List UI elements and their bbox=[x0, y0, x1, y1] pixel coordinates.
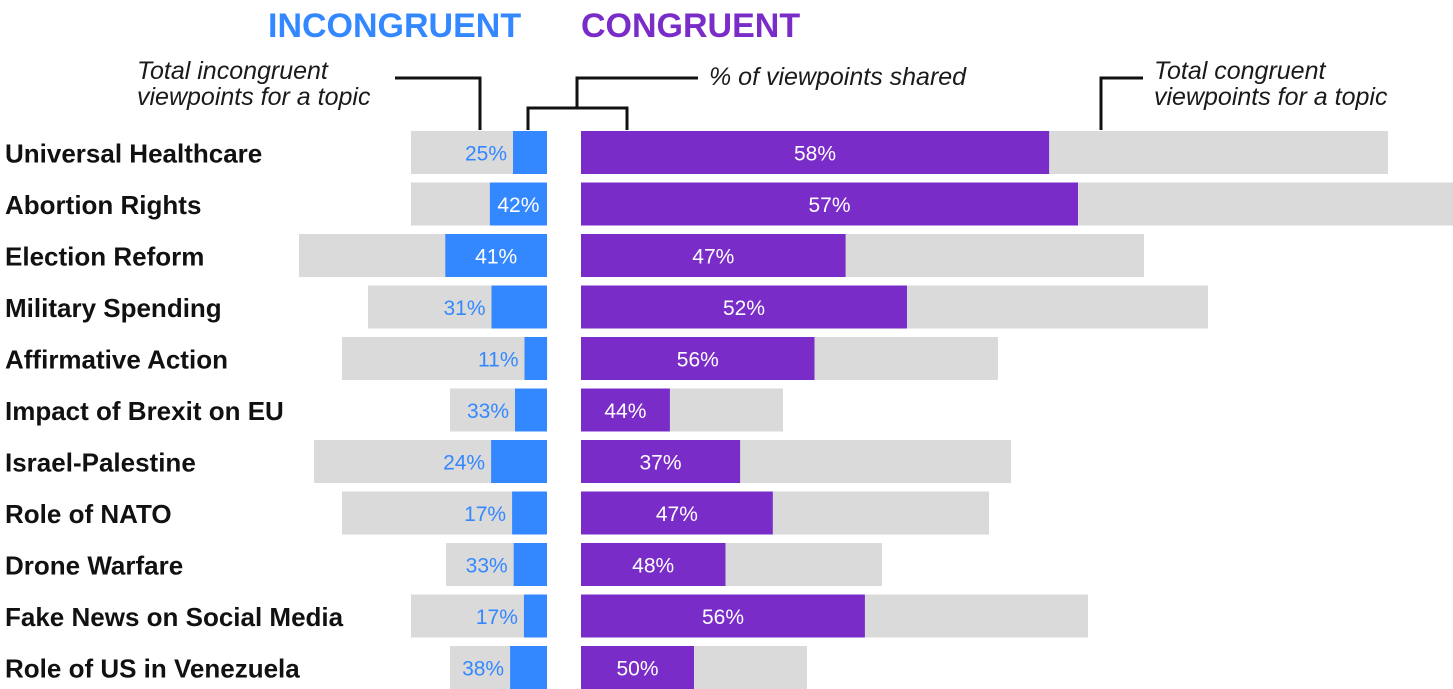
congruent-shared-bar bbox=[581, 646, 694, 689]
congruent-shared-bar bbox=[581, 182, 1078, 226]
congruent-total-leader-line bbox=[1099, 76, 1143, 130]
incongruent-shared-bar bbox=[513, 543, 547, 586]
incongruent-shared-bar bbox=[491, 440, 547, 483]
incongruent-value-label: 17% bbox=[476, 606, 518, 629]
congruent-value-label: 47% bbox=[692, 246, 734, 269]
congruent-value-label: 37% bbox=[639, 452, 681, 475]
congruent-value-label: 50% bbox=[616, 658, 658, 681]
congruent-value-label: 56% bbox=[702, 606, 744, 629]
congruent-shared-bar bbox=[581, 594, 865, 638]
incongruent-value-label: 38% bbox=[462, 658, 504, 681]
bars-layer: Universal Healthcare 25% 58% Abortion Right… bbox=[5, 131, 1453, 689]
category-label: Drone Warfare bbox=[5, 551, 183, 581]
congruent-shared-bar bbox=[581, 337, 815, 380]
category-label: Role of NATO bbox=[5, 499, 172, 529]
incongruent-value-label: 41% bbox=[475, 246, 517, 269]
congruent-header: CONGRUENT bbox=[581, 7, 800, 45]
shared-leader-line bbox=[526, 76, 698, 130]
category-label: Abortion Rights bbox=[5, 190, 201, 220]
incongruent-shared-bar bbox=[524, 337, 548, 380]
incongruent-value-label: 25% bbox=[465, 143, 507, 166]
congruent-shared-bar bbox=[581, 440, 741, 483]
incongruent-shared-bar bbox=[515, 388, 547, 432]
congruent-value-label: 48% bbox=[632, 555, 674, 578]
congruent-value-label: 47% bbox=[656, 503, 698, 526]
congruent-shared-bar bbox=[581, 491, 773, 535]
incongruent-value-label: 17% bbox=[464, 503, 506, 526]
incongruent-value-label: 11% bbox=[478, 349, 518, 372]
congruent-value-label: 57% bbox=[808, 194, 850, 217]
incongruent-value-label: 24% bbox=[443, 452, 485, 475]
incongruent-header: INCONGRUENT bbox=[268, 7, 521, 45]
incongruent-shared-bar bbox=[512, 491, 547, 535]
category-label: Fake News on Social Media bbox=[5, 602, 344, 632]
incongruent-shared-bar bbox=[513, 131, 547, 174]
category-label: Israel-Palestine bbox=[5, 448, 196, 478]
incongruent-value-label: 33% bbox=[467, 400, 509, 423]
category-label: Election Reform bbox=[5, 242, 204, 272]
incongruent-total-annotation-line-2: viewpoints for a topic bbox=[137, 83, 371, 111]
category-label: Impact of Brexit on EU bbox=[5, 396, 284, 426]
incongruent-shared-bar bbox=[491, 285, 547, 329]
category-label: Role of US in Venezuela bbox=[5, 654, 300, 684]
congruent-value-label: 56% bbox=[677, 349, 719, 372]
incongruent-shared-bar bbox=[445, 234, 547, 277]
category-label: Affirmative Action bbox=[5, 345, 228, 375]
congruent-value-label: 44% bbox=[604, 400, 646, 423]
congruent-shared-bar bbox=[581, 234, 846, 277]
congruent-shared-bar bbox=[581, 285, 907, 329]
incongruent-total-annotation-line-1: Total incongruent bbox=[137, 57, 329, 85]
incongruent-value-label: 31% bbox=[443, 297, 485, 320]
congruent-shared-bar bbox=[581, 543, 726, 586]
incongruent-total-leader-line bbox=[395, 76, 482, 130]
congruent-shared-bar bbox=[581, 131, 1050, 174]
congruent-total-annotation-line-2: viewpoints for a topic bbox=[1154, 83, 1388, 111]
category-label: Military Spending bbox=[5, 293, 222, 323]
incongruent-value-label: 33% bbox=[466, 555, 508, 578]
incongruent-shared-bar bbox=[489, 182, 547, 226]
incongruent-total-bar bbox=[342, 337, 547, 380]
category-label: Universal Healthcare bbox=[5, 139, 262, 169]
congruent-shared-bar bbox=[581, 388, 670, 432]
incongruent-shared-bar bbox=[510, 646, 547, 689]
congruent-value-label: 58% bbox=[794, 143, 836, 166]
congruent-value-label: 52% bbox=[723, 297, 765, 320]
shared-annotation: % of viewpoints shared bbox=[709, 63, 967, 91]
congruent-total-annotation-line-1: Total congruent bbox=[1154, 57, 1326, 85]
incongruent-shared-bar bbox=[523, 594, 547, 638]
incongruent-value-label: 42% bbox=[497, 194, 539, 217]
